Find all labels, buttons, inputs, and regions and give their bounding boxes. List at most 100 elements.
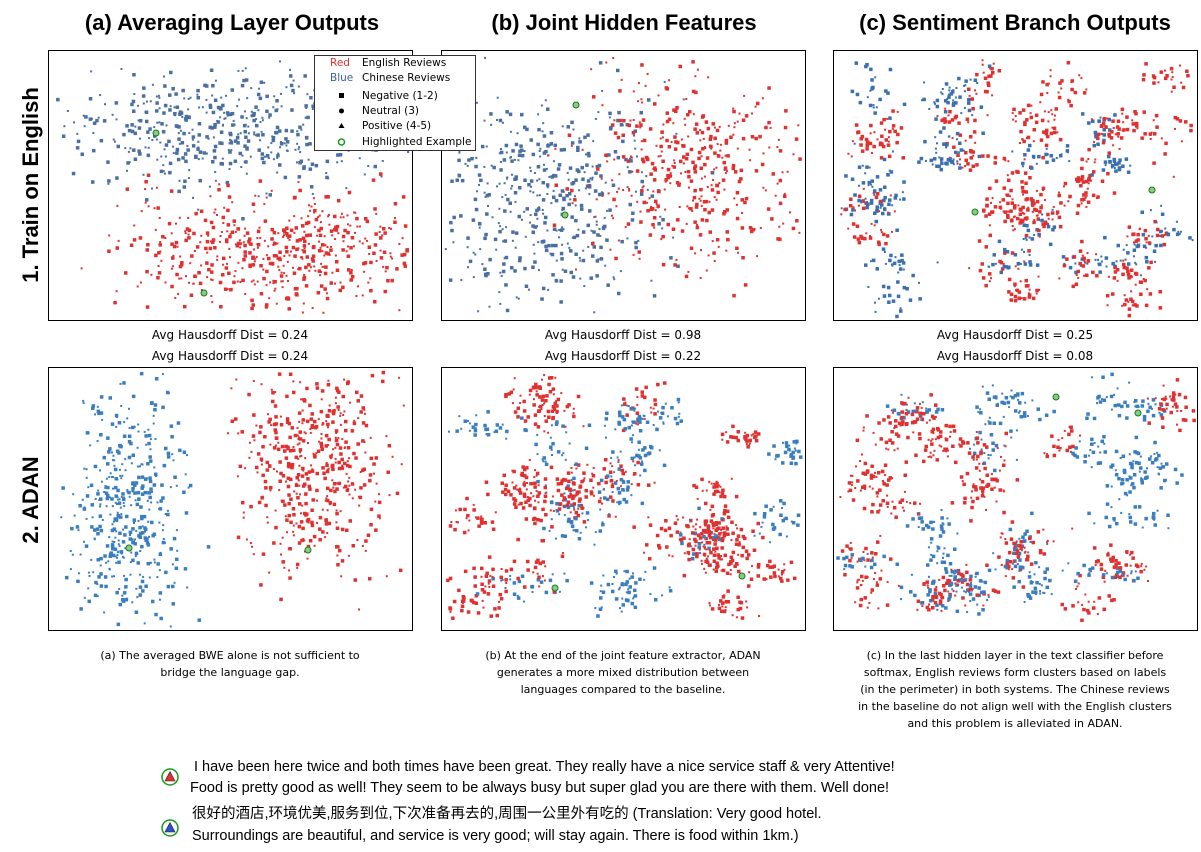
point bbox=[569, 270, 573, 275]
point bbox=[611, 499, 615, 503]
point bbox=[127, 128, 132, 133]
point bbox=[180, 263, 184, 267]
point bbox=[134, 499, 137, 502]
point bbox=[634, 147, 637, 150]
point bbox=[541, 180, 545, 185]
point bbox=[699, 139, 702, 142]
point bbox=[552, 227, 557, 231]
point bbox=[113, 547, 118, 551]
point bbox=[528, 393, 531, 396]
point bbox=[239, 246, 242, 249]
point bbox=[213, 144, 218, 149]
point bbox=[554, 183, 558, 187]
point bbox=[235, 135, 240, 140]
point bbox=[539, 580, 544, 584]
point bbox=[498, 291, 501, 294]
point bbox=[711, 240, 714, 243]
point bbox=[513, 177, 517, 181]
point bbox=[598, 192, 602, 197]
point bbox=[699, 166, 703, 170]
point bbox=[83, 467, 86, 470]
point bbox=[576, 394, 581, 399]
point bbox=[1091, 193, 1096, 198]
point bbox=[174, 297, 177, 299]
point bbox=[675, 421, 680, 426]
point bbox=[325, 463, 329, 467]
point bbox=[306, 557, 309, 560]
point bbox=[646, 209, 650, 213]
point bbox=[971, 150, 975, 154]
point bbox=[171, 602, 175, 606]
point bbox=[111, 540, 114, 543]
point bbox=[665, 545, 669, 549]
point bbox=[745, 439, 749, 443]
point bbox=[630, 601, 634, 606]
point bbox=[499, 150, 504, 155]
point bbox=[1108, 128, 1112, 132]
point bbox=[381, 379, 385, 384]
point bbox=[710, 171, 713, 174]
point bbox=[200, 289, 203, 291]
point bbox=[687, 207, 690, 210]
point bbox=[252, 111, 256, 116]
point bbox=[1134, 239, 1139, 243]
point bbox=[895, 314, 899, 319]
point bbox=[762, 515, 767, 519]
point bbox=[179, 255, 182, 258]
point bbox=[614, 256, 618, 261]
point bbox=[551, 454, 553, 456]
point bbox=[1093, 141, 1095, 144]
point bbox=[115, 590, 119, 595]
point bbox=[509, 493, 513, 497]
point bbox=[562, 228, 565, 231]
point bbox=[744, 114, 749, 118]
point bbox=[175, 147, 180, 152]
point bbox=[733, 197, 736, 200]
point bbox=[638, 577, 642, 581]
point bbox=[145, 248, 149, 252]
point bbox=[608, 111, 612, 116]
point bbox=[328, 404, 331, 407]
point bbox=[1131, 122, 1135, 126]
point bbox=[998, 259, 1002, 264]
point bbox=[663, 188, 666, 191]
point bbox=[1012, 118, 1015, 121]
point bbox=[240, 83, 245, 88]
point bbox=[570, 479, 573, 481]
point bbox=[90, 558, 93, 561]
point bbox=[847, 152, 850, 155]
point bbox=[1144, 303, 1149, 308]
point bbox=[720, 546, 724, 550]
point bbox=[1173, 115, 1178, 120]
point bbox=[868, 141, 873, 146]
point bbox=[325, 486, 330, 491]
point bbox=[725, 571, 730, 575]
point bbox=[551, 573, 554, 576]
point bbox=[373, 243, 378, 247]
point bbox=[137, 534, 141, 538]
point bbox=[167, 221, 172, 226]
point bbox=[554, 422, 559, 426]
point bbox=[983, 76, 988, 80]
point bbox=[158, 96, 161, 99]
point bbox=[188, 169, 191, 172]
point bbox=[888, 258, 892, 263]
point bbox=[882, 157, 887, 162]
point bbox=[570, 141, 575, 145]
point bbox=[1014, 115, 1017, 118]
point bbox=[335, 268, 340, 272]
point bbox=[952, 89, 955, 92]
point bbox=[104, 103, 106, 106]
point bbox=[705, 541, 710, 545]
point bbox=[287, 461, 291, 466]
point bbox=[283, 175, 288, 180]
point bbox=[571, 489, 574, 492]
point bbox=[554, 376, 557, 379]
point bbox=[1086, 252, 1089, 254]
point bbox=[281, 560, 285, 564]
point bbox=[705, 557, 708, 560]
point bbox=[633, 129, 638, 133]
point bbox=[118, 531, 122, 535]
point bbox=[1044, 199, 1047, 201]
point bbox=[135, 502, 140, 507]
